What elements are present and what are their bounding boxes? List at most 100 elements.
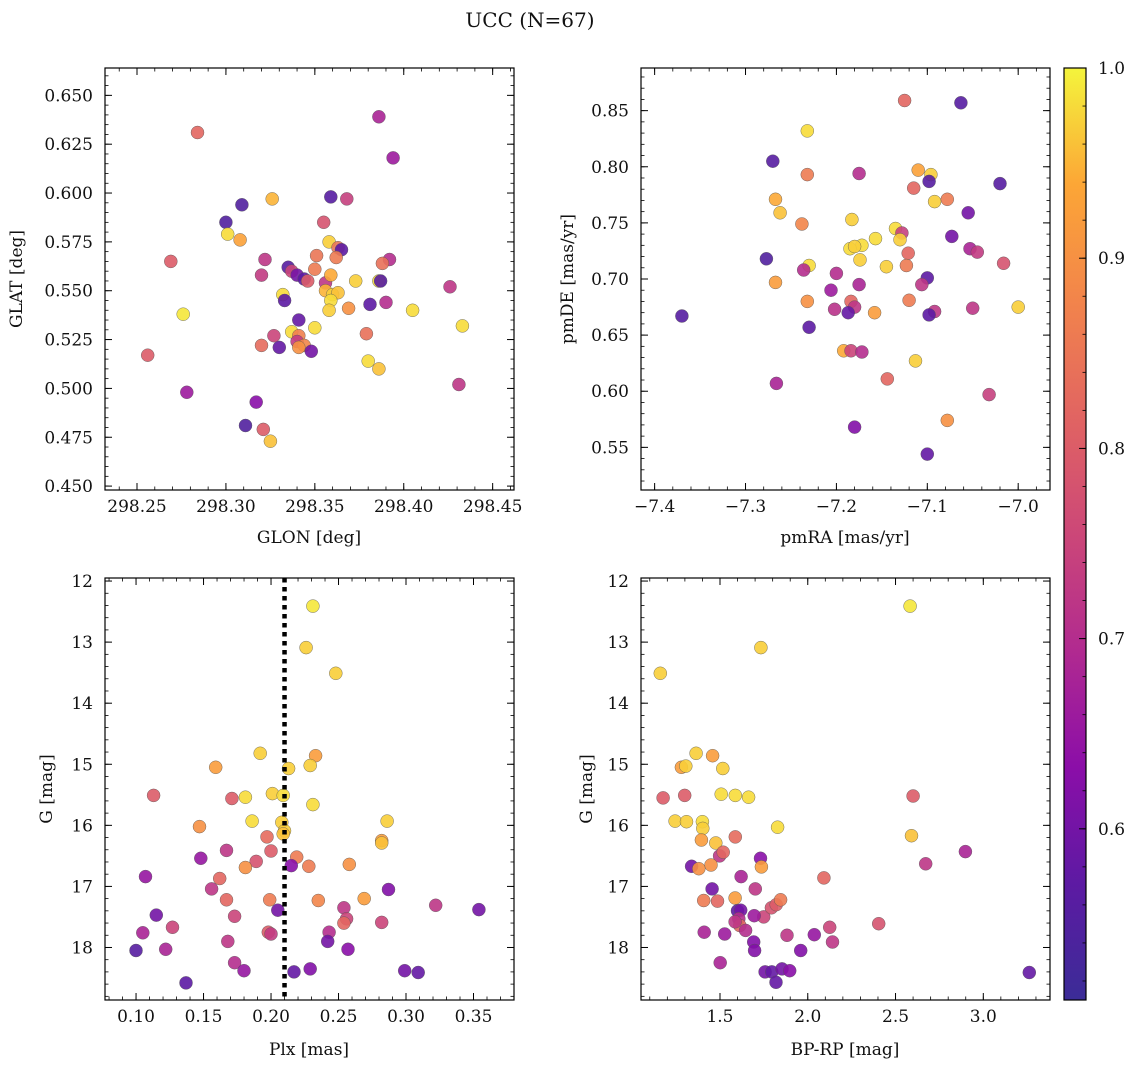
data-point <box>221 934 235 949</box>
data-point <box>825 935 840 949</box>
data-point <box>716 845 730 859</box>
data-point <box>728 788 742 803</box>
data-point <box>768 192 783 207</box>
data-point <box>904 829 919 843</box>
data-point <box>263 434 278 448</box>
data-point <box>766 154 780 168</box>
data-point <box>906 789 920 803</box>
data-point <box>897 93 912 108</box>
points-panel-4 <box>653 599 1037 989</box>
data-point <box>227 909 242 923</box>
data-point <box>329 666 343 680</box>
points-panel-3 <box>129 599 486 990</box>
y-axis-label: GLAT [deg] <box>7 230 27 328</box>
data-point <box>847 420 862 434</box>
axes-frame <box>640 67 1051 491</box>
data-point <box>922 174 936 189</box>
figure-title: UCC (N=67) <box>465 8 594 32</box>
data-point <box>341 942 355 956</box>
data-point <box>129 943 143 958</box>
data-point <box>265 192 279 206</box>
data-point <box>922 308 936 322</box>
data-point <box>260 830 274 844</box>
data-point <box>675 309 689 323</box>
data-point <box>958 844 973 859</box>
colorbar-tick-label: 0.7 <box>1098 630 1125 650</box>
data-point <box>704 858 718 872</box>
x-tick-label: −7.0 <box>998 497 1039 517</box>
data-point <box>653 666 667 680</box>
data-point <box>322 303 336 317</box>
x-axis-label: Plx [mas] <box>269 1040 349 1060</box>
colorbar-tick-label: 0.6 <box>1098 820 1125 840</box>
data-point <box>373 274 388 288</box>
data-point <box>386 151 400 165</box>
data-point <box>940 413 954 428</box>
data-point <box>225 791 239 806</box>
data-point <box>773 206 787 220</box>
data-point <box>212 871 227 886</box>
data-point <box>920 447 934 461</box>
data-point <box>795 217 809 231</box>
data-point <box>411 965 425 980</box>
data-point <box>452 377 466 392</box>
data-point <box>773 893 788 907</box>
data-point <box>747 909 761 923</box>
data-point <box>827 302 842 316</box>
data-point <box>823 920 837 934</box>
data-point <box>379 295 393 310</box>
data-point <box>780 928 794 942</box>
data-point <box>271 903 285 917</box>
data-point <box>292 340 306 355</box>
data-point <box>817 871 831 885</box>
data-point <box>716 761 730 776</box>
data-point <box>728 915 742 929</box>
data-point <box>238 790 253 804</box>
x-tick-label: 298.40 <box>374 497 433 517</box>
axes-frame <box>104 67 515 491</box>
data-point <box>372 362 386 376</box>
data-point <box>868 231 883 246</box>
data-point <box>945 229 959 244</box>
data-point <box>759 252 774 266</box>
data-point <box>302 859 316 873</box>
data-point <box>940 192 954 207</box>
data-point <box>136 926 150 940</box>
data-point <box>710 894 725 908</box>
data-point <box>902 293 916 307</box>
data-point <box>718 927 732 941</box>
data-point <box>194 851 208 865</box>
data-point <box>794 943 808 958</box>
data-point <box>954 96 968 110</box>
data-point <box>714 787 728 801</box>
data-point <box>800 167 814 182</box>
data-point <box>254 338 269 353</box>
data-point <box>961 206 975 220</box>
y-tick-label: 16 <box>71 816 93 836</box>
data-point <box>340 192 354 206</box>
data-point <box>357 891 371 906</box>
data-point <box>321 934 335 949</box>
data-point <box>233 233 247 247</box>
data-point <box>235 198 249 212</box>
x-tick-label: 2.5 <box>882 1007 909 1027</box>
data-point <box>237 964 251 978</box>
y-tick-label: 0.575 <box>44 233 93 253</box>
data-point <box>158 942 173 956</box>
x-axis-label: GLON [deg] <box>257 528 361 548</box>
data-point <box>301 274 315 288</box>
y-tick-label: 0.450 <box>44 477 93 497</box>
data-point <box>204 882 219 896</box>
y-axis-label: pmDE [mas/yr] <box>558 214 578 344</box>
data-point <box>867 306 882 320</box>
data-point <box>919 857 933 871</box>
x-axis-label: BP-RP [mag] <box>791 1040 900 1060</box>
data-point <box>829 266 844 281</box>
data-point <box>349 274 363 288</box>
data-point <box>697 925 711 939</box>
data-point <box>853 253 867 267</box>
data-point <box>1022 965 1037 980</box>
data-point <box>375 256 390 271</box>
